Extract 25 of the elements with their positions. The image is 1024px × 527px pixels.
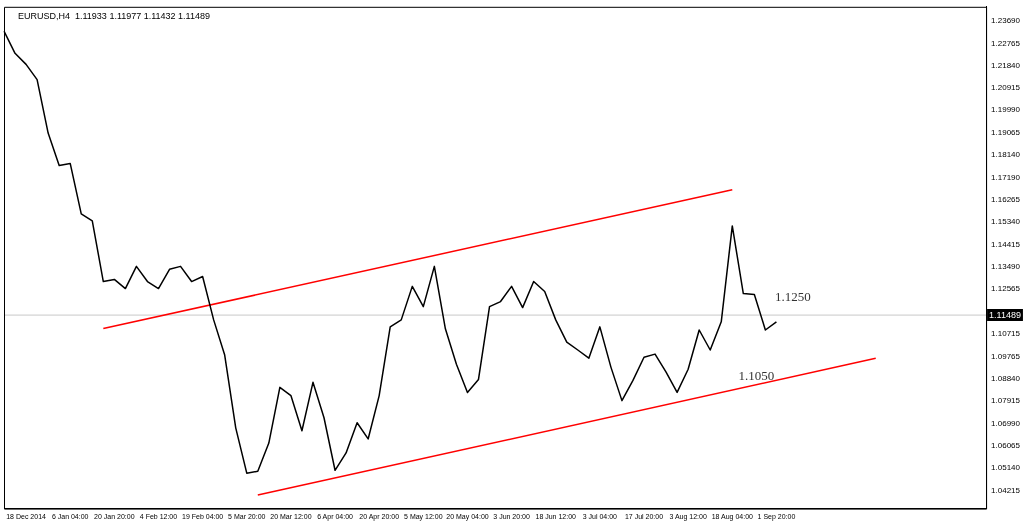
y-tick-label: 1.13490 xyxy=(991,262,1021,272)
y-tick-label: 1.15340 xyxy=(991,217,1021,227)
y-tick-label: 1.04215 xyxy=(991,485,1021,495)
text: EURUSD,H4 1.11933 1.11977 1.11432 1.11489 xyxy=(18,10,210,21)
y-tick-label: 1.20915 xyxy=(991,83,1021,93)
y-tick-label: 1.19990 xyxy=(991,105,1021,115)
ref-line-label: 1.11489 xyxy=(989,309,1021,320)
y-tick-label: 1.14415 xyxy=(991,239,1021,249)
y-tick-label: 1.06065 xyxy=(991,441,1021,451)
y-tick-label: 1.08840 xyxy=(991,374,1021,384)
y-tick-label: 1.07915 xyxy=(991,396,1021,406)
y-tick-label: 1.18140 xyxy=(991,149,1021,159)
y-tick-label: 1.22765 xyxy=(991,38,1021,48)
y-tick-label: 1.09765 xyxy=(991,351,1021,361)
annotation: 1.1050 xyxy=(738,367,775,383)
y-tick-label: 1.21840 xyxy=(991,60,1021,70)
y-tick-label: 1.19065 xyxy=(991,127,1021,137)
y-tick-label: 1.16265 xyxy=(991,195,1021,205)
y-tick-label: 1.06990 xyxy=(991,418,1021,428)
y-tick-label: 1.23690 xyxy=(991,16,1021,26)
y-tick-label: 1.05140 xyxy=(991,463,1021,473)
y-tick-label: 1.10715 xyxy=(991,328,1021,338)
y-tick-label: 1.17190 xyxy=(991,172,1021,182)
y-tick-label: 1.12565 xyxy=(991,284,1021,294)
annotation: 1.1250 xyxy=(774,289,811,305)
